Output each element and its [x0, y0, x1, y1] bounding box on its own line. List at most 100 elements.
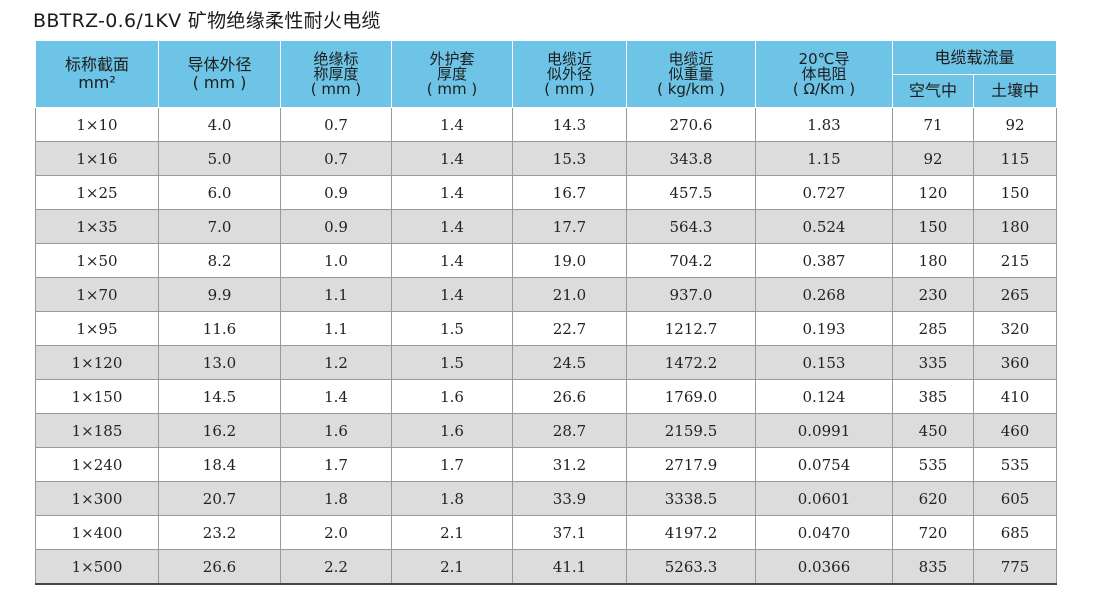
cell-conductor-diameter: 4.0 — [158, 107, 281, 142]
cell-insulation-thickness: 2.2 — [280, 549, 392, 585]
cell-insulation-thickness: 1.6 — [280, 413, 392, 448]
table-row: 1×185 16.2 1.6 1.6 28.7 2159.5 0.0991 450 460 — [35, 413, 1058, 448]
cell-outer-diameter: 41.1 — [512, 549, 627, 585]
cell-current-air: 120 — [892, 175, 974, 210]
cell-section: 1×150 — [35, 379, 159, 414]
cell-conductor-diameter: 20.7 — [158, 481, 281, 516]
cell-current-air: 92 — [892, 141, 974, 176]
cell-weight: 1212.7 — [626, 311, 756, 346]
cell-sheath-thickness: 1.4 — [391, 243, 513, 278]
cell-conductor-diameter: 18.4 — [158, 447, 281, 482]
table-row: 1×10 4.0 0.7 1.4 14.3 270.6 1.83 71 92 — [35, 107, 1058, 142]
header-in-air: 空气中 — [892, 74, 974, 108]
cell-current-air: 71 — [892, 107, 974, 142]
table-row: 1×70 9.9 1.1 1.4 21.0 937.0 0.268 230 265 — [35, 277, 1058, 312]
table-row: 1×95 11.6 1.1 1.5 22.7 1212.7 0.193 285 320 — [35, 311, 1058, 346]
cell-outer-diameter: 33.9 — [512, 481, 627, 516]
table-row: 1×400 23.2 2.0 2.1 37.1 4197.2 0.0470 720 685 — [35, 515, 1058, 550]
cell-resistance: 0.0470 — [755, 515, 893, 550]
cell-insulation-thickness: 0.7 — [280, 141, 392, 176]
cell-conductor-diameter: 5.0 — [158, 141, 281, 176]
cell-conductor-diameter: 11.6 — [158, 311, 281, 346]
cell-section: 1×50 — [35, 243, 159, 278]
cell-current-soil: 115 — [972, 141, 1058, 176]
cell-resistance: 1.15 — [755, 141, 893, 176]
cell-outer-diameter: 14.3 — [512, 107, 627, 142]
table-row: 1×240 18.4 1.7 1.7 31.2 2717.9 0.0754 535 535 — [35, 447, 1058, 482]
table-row: 1×300 20.7 1.8 1.8 33.9 3338.5 0.0601 620 605 — [35, 481, 1058, 516]
cell-resistance: 0.193 — [755, 311, 893, 346]
cell-insulation-thickness: 0.7 — [280, 107, 392, 142]
cell-sheath-thickness: 1.5 — [391, 311, 513, 346]
cell-insulation-thickness: 1.4 — [280, 379, 392, 414]
cell-resistance: 0.153 — [755, 345, 893, 380]
cell-current-air: 230 — [892, 277, 974, 312]
cell-current-soil: 180 — [972, 209, 1058, 244]
header-current-capacity: 电缆载流量 — [891, 40, 1058, 75]
cell-current-air: 335 — [892, 345, 974, 380]
header-sheath-thickness: 外护套 厚度 ( mm ) — [391, 40, 513, 108]
table-row: 1×16 5.0 0.7 1.4 15.3 343.8 1.15 92 115 — [35, 141, 1058, 176]
cell-outer-diameter: 22.7 — [512, 311, 627, 346]
cell-insulation-thickness: 1.1 — [280, 311, 392, 346]
cell-weight: 270.6 — [626, 107, 756, 142]
cell-sheath-thickness: 1.6 — [391, 413, 513, 448]
cell-insulation-thickness: 1.0 — [280, 243, 392, 278]
cell-resistance: 0.0991 — [755, 413, 893, 448]
cell-weight: 2159.5 — [626, 413, 756, 448]
cell-current-air: 150 — [892, 209, 974, 244]
cell-conductor-diameter: 8.2 — [158, 243, 281, 278]
cell-weight: 937.0 — [626, 277, 756, 312]
cell-section: 1×95 — [35, 311, 159, 346]
cell-current-soil: 360 — [972, 345, 1058, 380]
cell-section: 1×70 — [35, 277, 159, 312]
header-conductor-diameter: 导体外径 ( mm ) — [158, 40, 281, 108]
cell-resistance: 0.727 — [755, 175, 893, 210]
cell-outer-diameter: 28.7 — [512, 413, 627, 448]
cell-conductor-diameter: 13.0 — [158, 345, 281, 380]
cell-current-air: 285 — [892, 311, 974, 346]
cell-insulation-thickness: 1.2 — [280, 345, 392, 380]
cell-current-air: 450 — [892, 413, 974, 448]
cell-sheath-thickness: 1.7 — [391, 447, 513, 482]
cell-current-soil: 535 — [972, 447, 1058, 482]
cell-outer-diameter: 31.2 — [512, 447, 627, 482]
header-outer-diameter: 电缆近 似外径 ( mm ) — [512, 40, 627, 108]
cell-sheath-thickness: 1.4 — [391, 175, 513, 210]
cell-resistance: 1.83 — [755, 107, 893, 142]
cell-outer-diameter: 21.0 — [512, 277, 627, 312]
cell-outer-diameter: 24.5 — [512, 345, 627, 380]
table-row: 1×50 8.2 1.0 1.4 19.0 704.2 0.387 180 215 — [35, 243, 1058, 278]
cell-section: 1×25 — [35, 175, 159, 210]
cell-resistance: 0.268 — [755, 277, 893, 312]
cell-weight: 343.8 — [626, 141, 756, 176]
cell-conductor-diameter: 9.9 — [158, 277, 281, 312]
cell-current-air: 535 — [892, 447, 974, 482]
cell-insulation-thickness: 1.1 — [280, 277, 392, 312]
cell-weight: 704.2 — [626, 243, 756, 278]
cell-section: 1×185 — [35, 413, 159, 448]
header-nominal-section: 标称截面 mm² — [35, 40, 159, 108]
cell-weight: 1769.0 — [626, 379, 756, 414]
cell-insulation-thickness: 0.9 — [280, 175, 392, 210]
cell-sheath-thickness: 1.4 — [391, 141, 513, 176]
cell-section: 1×35 — [35, 209, 159, 244]
cell-insulation-thickness: 2.0 — [280, 515, 392, 550]
cell-current-soil: 150 — [972, 175, 1058, 210]
cell-sheath-thickness: 1.4 — [391, 277, 513, 312]
cell-sheath-thickness: 1.5 — [391, 345, 513, 380]
cell-weight: 564.3 — [626, 209, 756, 244]
cell-current-soil: 320 — [972, 311, 1058, 346]
cell-current-soil: 605 — [972, 481, 1058, 516]
header-in-soil: 土壤中 — [972, 74, 1058, 108]
cell-section: 1×10 — [35, 107, 159, 142]
cell-resistance: 0.387 — [755, 243, 893, 278]
cell-resistance: 0.524 — [755, 209, 893, 244]
header-weight: 电缆近 似重量 ( kg/km ) — [626, 40, 756, 108]
page-title: BBTRZ-0.6/1KV 矿物绝缘柔性耐火电缆 — [33, 10, 381, 32]
cell-outer-diameter: 26.6 — [512, 379, 627, 414]
cell-resistance: 0.124 — [755, 379, 893, 414]
cell-sheath-thickness: 2.1 — [391, 515, 513, 550]
cell-weight: 1472.2 — [626, 345, 756, 380]
cell-weight: 3338.5 — [626, 481, 756, 516]
